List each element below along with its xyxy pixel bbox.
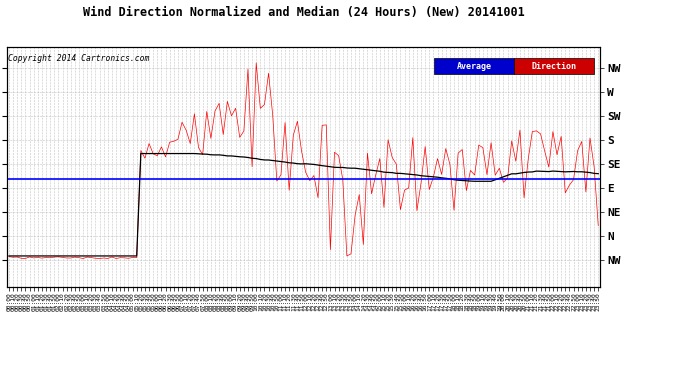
FancyBboxPatch shape bbox=[514, 58, 594, 75]
Text: Average: Average bbox=[457, 62, 492, 70]
Text: Wind Direction Normalized and Median (24 Hours) (New) 20141001: Wind Direction Normalized and Median (24… bbox=[83, 6, 524, 19]
Text: Direction: Direction bbox=[532, 62, 577, 70]
Text: Copyright 2014 Cartronics.com: Copyright 2014 Cartronics.com bbox=[8, 54, 150, 63]
FancyBboxPatch shape bbox=[434, 58, 514, 75]
